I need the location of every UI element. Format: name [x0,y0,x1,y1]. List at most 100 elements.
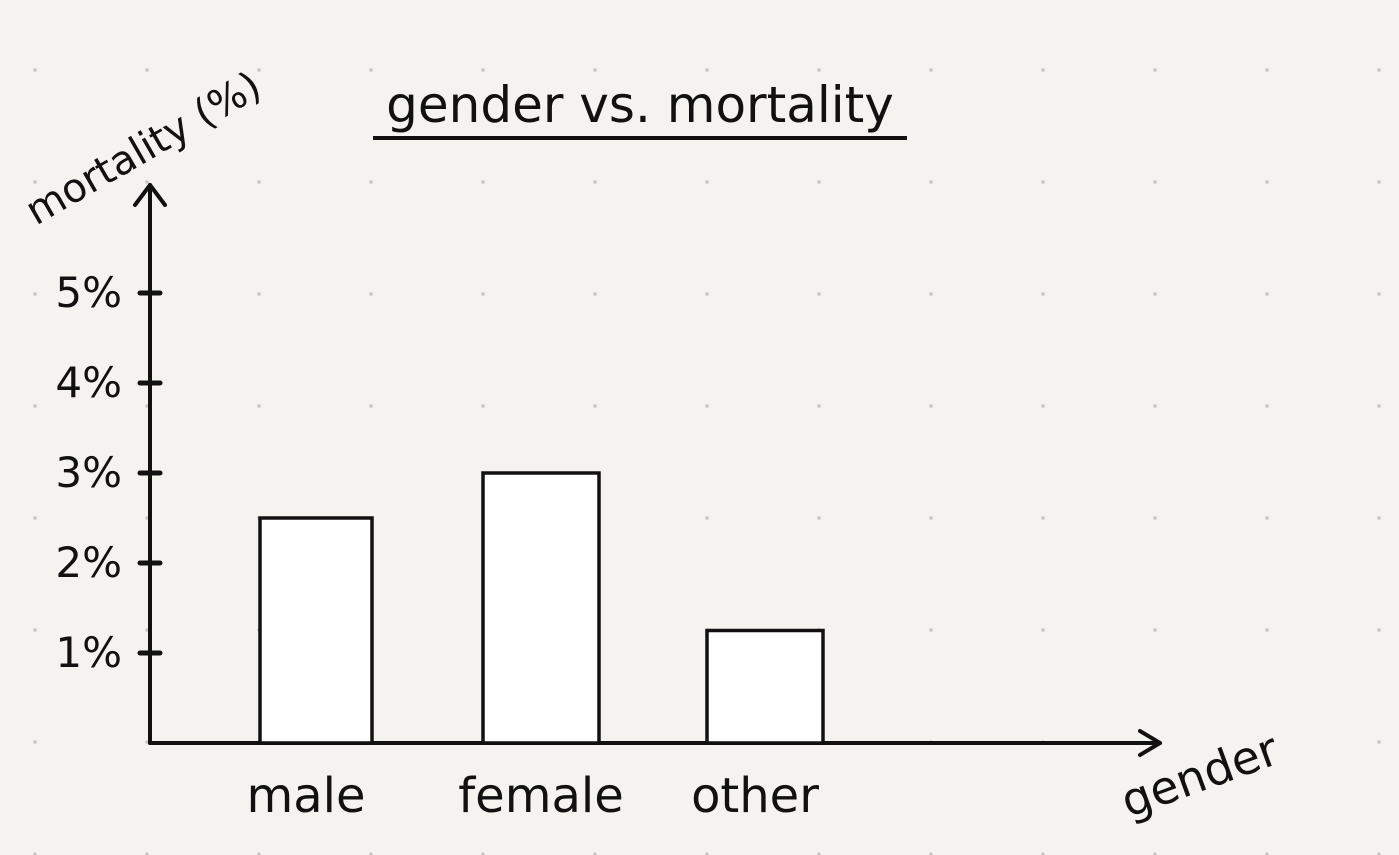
grid-dot [369,180,373,184]
grid-dot [257,180,261,184]
x-tick-label: female [458,768,623,824]
grid-dot [145,740,149,744]
grid-dot [33,516,37,520]
y-axis-arrow [133,183,167,207]
grid-dot [1153,628,1157,632]
bar-other [705,628,825,745]
grid-dot [33,852,37,855]
grid-dot [1377,516,1381,520]
grid-dot [1265,180,1269,184]
grid-dot [481,68,485,72]
grid-dot [1377,628,1381,632]
grid-dot [145,516,149,520]
grid-dot [705,516,709,520]
grid-dot [481,292,485,296]
grid-dot [1265,404,1269,408]
grid-dot [929,180,933,184]
grid-dot [929,628,933,632]
x-axis-label: gender [1114,722,1286,829]
grid-dot [369,68,373,72]
bars [258,471,825,745]
grid-dot [33,628,37,632]
grid-dot [593,404,597,408]
grid-dot [369,404,373,408]
grid-dot [33,292,37,296]
grid-dot [1041,628,1045,632]
grid-dot [593,292,597,296]
grid-dot [1265,852,1269,855]
chart-title: gender vs. mortality [386,76,894,134]
bar-female [481,471,601,745]
bar-male [258,516,374,745]
grid-dot [1377,740,1381,744]
grid-dot [817,68,821,72]
y-tick-label: 3% [55,448,122,497]
grid-dot [705,68,709,72]
grid-dot [1265,292,1269,296]
grid-dot [1041,852,1045,855]
grid-dot [145,180,149,184]
y-tick-label: 1% [55,628,122,677]
grid-dot [1377,68,1381,72]
grid-dot [1265,68,1269,72]
grid-dot [1153,292,1157,296]
grid-dot [1153,68,1157,72]
grid-dot [817,516,821,520]
grid-dot [1041,404,1045,408]
y-tick-label: 5% [55,268,122,317]
y-ticks: 1% 2% 3% 4% 5% [55,268,163,677]
grid-dot [1153,516,1157,520]
grid-dot [705,404,709,408]
grid-dot [369,852,373,855]
grid-dot [257,68,261,72]
grid-dot [1041,292,1045,296]
grid-dot [33,404,37,408]
grid-dot [481,180,485,184]
grid-dot [929,292,933,296]
grid-dot [593,68,597,72]
grid-dot [817,852,821,855]
x-tick-labels: male female other [246,768,819,824]
grid-dot [1041,516,1045,520]
grid-dot [705,180,709,184]
grid-dot [817,292,821,296]
grid-dot [369,292,373,296]
grid-dot [929,852,933,855]
grid-dot [33,68,37,72]
y-axis-label: mortality (%) [18,63,269,235]
grid-dot [33,740,37,744]
grid-dot [817,404,821,408]
grid-dot [929,404,933,408]
grid-dot [1041,180,1045,184]
y-tick-label: 4% [55,358,122,407]
grid-dot [1265,516,1269,520]
grid-dot [929,516,933,520]
grid-dot [145,404,149,408]
x-tick-label: male [246,768,365,824]
grid-dot [1153,180,1157,184]
grid-dot [481,404,485,408]
grid-dot [1041,68,1045,72]
grid-dot [593,180,597,184]
grid-dot [257,852,261,855]
grid-dot [1265,628,1269,632]
grid-dot [1153,852,1157,855]
grid-dot [481,852,485,855]
y-tick-label: 2% [55,538,122,587]
grid-dot [145,852,149,855]
grid-dot [929,68,933,72]
grid-dot [705,292,709,296]
grid-dot [1377,180,1381,184]
grid-dot [1377,852,1381,855]
grid-dot [257,292,261,296]
grid-dot [145,68,149,72]
grid-dot [593,852,597,855]
x-tick-label: other [691,768,819,824]
grid-dot [33,180,37,184]
grid-dot [1377,292,1381,296]
grid-dot [1377,404,1381,408]
grid-dot [817,180,821,184]
grid-dot [1265,740,1269,744]
